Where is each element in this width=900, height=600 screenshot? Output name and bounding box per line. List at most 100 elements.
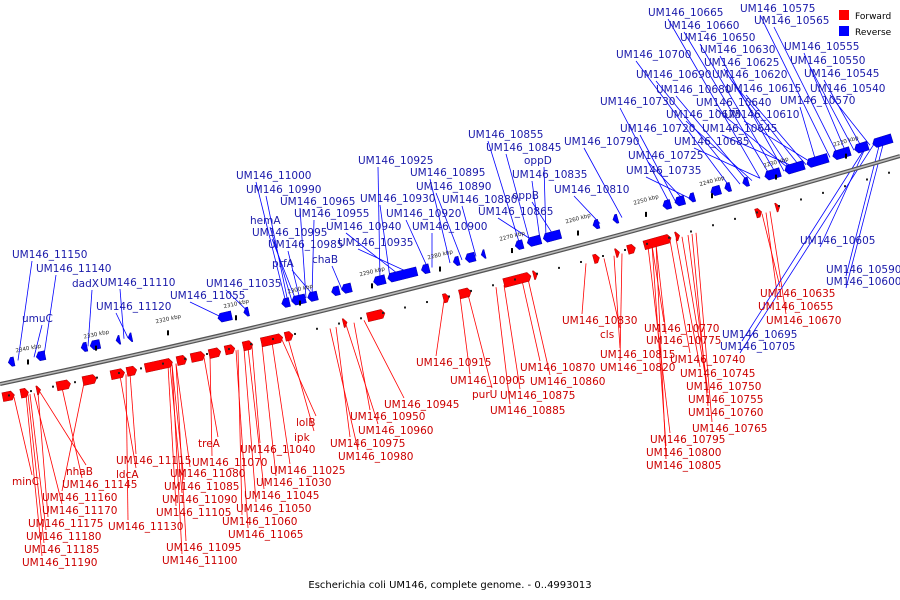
reverse-gene-label: hemA <box>250 215 281 227</box>
reverse-gene-label: UM146_10890 <box>416 181 491 193</box>
forward-gene-label: UM146_10860 <box>530 376 605 388</box>
track-dash <box>272 338 274 341</box>
track-dash <box>74 381 76 384</box>
reverse-gene-block <box>710 184 722 197</box>
track-dash <box>30 390 32 393</box>
reverse-gene-label: UM146_10630 <box>700 44 775 56</box>
reverse-gene-leader <box>299 207 307 299</box>
genome-caption: Escherichia coli UM146, complete genome.… <box>308 580 591 591</box>
track-dash <box>690 230 692 233</box>
forward-gene-block <box>366 309 386 323</box>
reverse-gene-label: UM146_10650 <box>680 32 755 44</box>
forward-gene-leader <box>335 326 351 438</box>
reverse-gene-leader <box>683 31 771 176</box>
forward-gene-label: UM146_11065 <box>228 529 303 541</box>
tick-mark <box>27 359 29 365</box>
reverse-gene-label: oppB <box>512 190 539 202</box>
reverse-gene-leader <box>357 248 411 274</box>
reverse-gene-label: UM146_10615 <box>726 83 801 95</box>
reverse-gene-label: UM146_11035 <box>206 278 281 290</box>
forward-gene-label: UM146_11030 <box>256 477 331 489</box>
track-dash <box>514 278 516 281</box>
forward-gene-label: UM146_11070 <box>192 457 267 469</box>
reverse-gene-leader <box>619 107 671 205</box>
forward-gene-leader <box>619 253 623 362</box>
backbone-line <box>0 155 900 385</box>
tick-mark <box>167 330 169 336</box>
reverse-gene-label: UM146_10685 <box>674 136 749 148</box>
reverse-gene-label: oppD <box>524 155 552 167</box>
track-dash <box>888 171 890 174</box>
reverse-gene-block <box>341 282 353 294</box>
tick-label: 2300 kbp <box>287 284 314 296</box>
reverse-gene-block <box>387 266 419 283</box>
forward-gene-label: UM146_10755 <box>688 394 763 406</box>
reverse-gene-label: UM146_11110 <box>100 277 175 289</box>
reverse-gene-block <box>217 310 233 323</box>
track-dash <box>822 191 824 194</box>
reverse-gene-label: UM146_10545 <box>804 68 879 80</box>
forward-gene-leader <box>171 364 183 555</box>
reverse-gene-label: UM146_10995 <box>252 227 327 239</box>
reverse-gene-leader <box>739 143 875 354</box>
forward-gene-label: UM146_11190 <box>22 557 97 569</box>
forward-gene-label: UM146_11090 <box>162 494 237 506</box>
reverse-gene-leader <box>225 289 249 312</box>
reverse-gene-block <box>89 339 102 351</box>
forward-gene-block <box>441 293 450 304</box>
reverse-gene-block <box>724 181 733 193</box>
track-dash <box>250 343 252 346</box>
forward-gene-label: ldcA <box>116 469 139 481</box>
track-dash <box>206 352 208 355</box>
forward-gene-leader <box>603 258 621 329</box>
forward-gene-label: UM146_10830 <box>562 315 637 327</box>
reverse-gene-leader <box>531 201 555 237</box>
reverse-gene-leader <box>435 192 463 261</box>
track-dash <box>118 372 120 375</box>
forward-gene-block <box>592 253 600 264</box>
reverse-gene-leader <box>773 26 839 156</box>
track-dash <box>382 311 384 314</box>
forward-gene-leader <box>581 263 587 315</box>
reverse-gene-leader <box>189 301 223 318</box>
forward-gene-leader <box>655 244 667 335</box>
forward-gene-label: UM146_10765 <box>692 423 767 435</box>
forward-gene-leader <box>39 391 87 466</box>
reverse-gene-label: UM146_11000 <box>236 170 311 182</box>
forward-gene-leader <box>613 255 621 349</box>
reverse-gene-label: UM146_10690 <box>636 69 711 81</box>
reverse-gene-leader <box>647 161 685 201</box>
reverse-gene-block <box>542 229 563 243</box>
reverse-gene-label: UM146_10965 <box>280 196 355 208</box>
forward-gene-leader <box>527 278 551 376</box>
reverse-gene-leader <box>311 219 315 297</box>
reverse-gene-leader <box>685 120 753 181</box>
track-dash <box>360 317 362 320</box>
reverse-gene-leader <box>33 324 43 358</box>
reverse-gene-label: UM146_10700 <box>616 49 691 61</box>
forward-gene-leader <box>769 211 787 315</box>
reverse-gene-leader <box>405 219 429 269</box>
forward-gene-leader <box>691 233 709 407</box>
tick-mark <box>845 153 847 159</box>
reverse-gene-leader <box>531 180 541 240</box>
forward-gene-leader <box>13 397 33 476</box>
forward-gene-leader <box>459 296 471 375</box>
reverse-gene-leader <box>829 94 871 146</box>
reverse-gene-leader <box>759 14 831 158</box>
track-dash <box>52 385 54 388</box>
track-dash <box>734 217 736 220</box>
reverse-gene-block <box>854 140 870 154</box>
forward-gene-leader <box>209 356 213 457</box>
forward-gene-leader <box>171 364 185 481</box>
forward-gene-leader <box>647 246 671 434</box>
forward-gene-leader <box>237 349 243 516</box>
tick-label: 2260 kbp <box>565 213 592 226</box>
reverse-gene-block <box>674 195 687 207</box>
tick-label: 2330 kbp <box>83 329 110 340</box>
forward-gene-leader <box>61 383 85 492</box>
reverse-gene-leader <box>799 106 817 162</box>
forward-gene-label: UM146_10885 <box>490 405 565 417</box>
reverse-gene-block <box>832 146 852 160</box>
legend-forward-swatch <box>839 10 849 20</box>
